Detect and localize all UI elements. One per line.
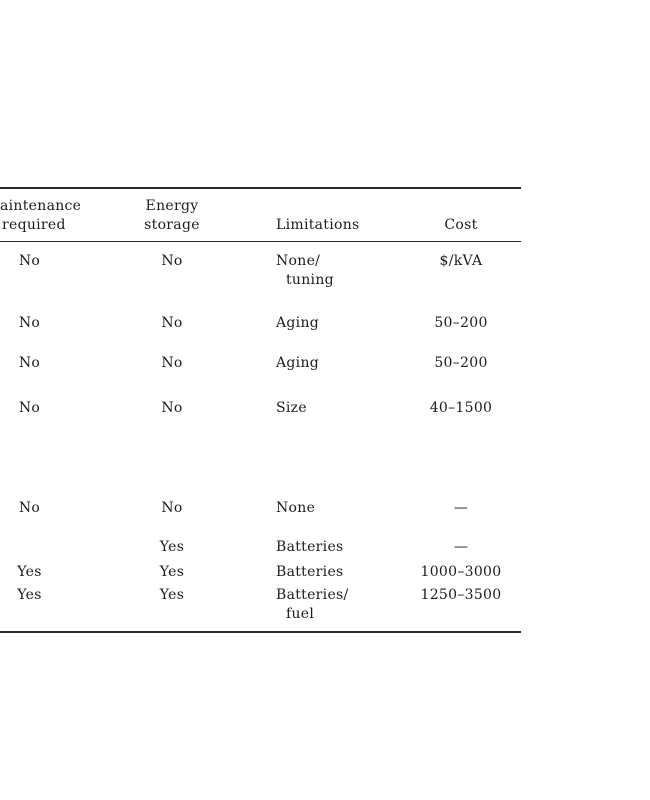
table-header-rule [0,240,521,242]
cell-storage: Yes [159,587,185,603]
cell-limitations-line1: None/ [276,253,321,269]
cell-maintenance: No [18,253,41,269]
cell-limitations: None [276,500,316,516]
cell-maintenance: No [18,355,41,371]
cell-cost: 40–1500 [429,400,493,416]
cell-limitations: None/ tuning [276,252,411,290]
cell-limitations: Aging [276,355,320,371]
cell-maintenance: No [18,500,41,516]
cell-cost: — [453,500,469,516]
cell-cost: 50–200 [434,355,488,371]
header-energy-storage: Energy storage [128,197,216,235]
cell-limitations: Batteries [276,564,344,580]
cell-storage: No [161,500,183,516]
cell-cost: 1000–3000 [420,564,502,580]
cell-limitations: Aging [276,315,320,331]
header-maintenance-required: aintenance required [0,197,100,235]
cell-storage: Yes [159,564,185,580]
header-limitations: Limitations [276,217,360,233]
cell-storage: No [161,253,183,269]
cell-maintenance: No [18,315,41,331]
cell-cost: $/kVA [439,253,483,269]
cell-maintenance: No [18,400,41,416]
cell-limitations-line1: Batteries/ [276,587,349,603]
cell-cost: — [453,539,469,555]
header-energy-line1: Energy [145,198,199,214]
header-maintenance-line1: aintenance [0,198,82,214]
header-cost: Cost [444,217,478,233]
cell-cost: 50–200 [434,315,488,331]
cell-storage: Yes [159,539,185,555]
header-maintenance-line2: required [2,217,66,233]
table-top-rule [0,186,521,189]
cell-storage: No [161,315,183,331]
cell-cost: 1250–3500 [420,587,502,603]
cell-storage: No [161,355,183,371]
header-energy-line2: storage [144,217,200,233]
table-bottom-rule [0,630,521,634]
cell-limitations: Size [276,400,307,416]
cell-maintenance: Yes [17,564,42,580]
cell-maintenance: Yes [17,587,42,603]
cell-limitations: Batteries [276,539,344,555]
cell-storage: No [161,400,183,416]
cell-limitations-line2: fuel [286,606,315,622]
cell-limitations-line2: tuning [286,272,334,288]
cell-limitations: Batteries/ fuel [276,586,411,624]
